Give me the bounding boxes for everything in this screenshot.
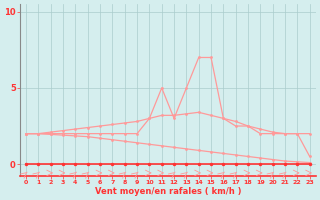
- X-axis label: Vent moyen/en rafales ( km/h ): Vent moyen/en rafales ( km/h ): [95, 187, 241, 196]
